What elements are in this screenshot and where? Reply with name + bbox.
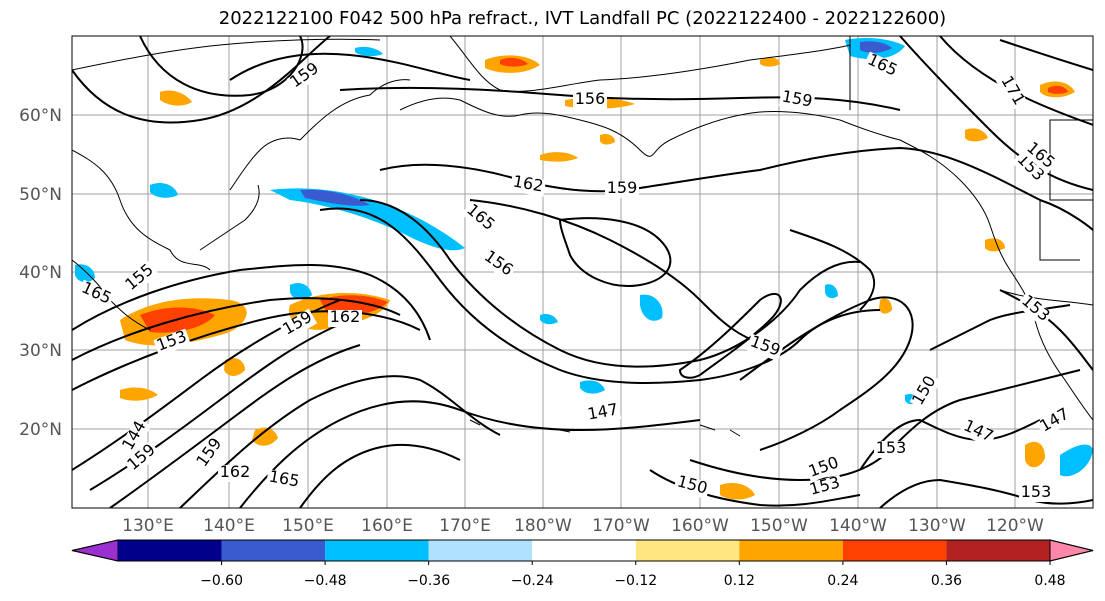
- map-title: 2022122100 F042 500 hPa refract., IVT La…: [218, 8, 947, 29]
- contour-label-bg: [1016, 291, 1054, 327]
- colorbar-outline: [71, 539, 1094, 562]
- contour-label-bg: [123, 440, 161, 476]
- colorbar-tick-label: 0.48: [1034, 573, 1065, 589]
- contour-label: 156: [575, 89, 606, 108]
- colorbar-tick-label: −0.60: [200, 573, 243, 589]
- contour-label-bg: [193, 434, 228, 473]
- contour-label-bg: [805, 454, 844, 483]
- latitude-label: 30°N: [19, 341, 62, 361]
- colorbar-tick-label: −0.24: [511, 573, 554, 589]
- contour-label-bg: [584, 402, 622, 425]
- latitude-label: 40°N: [19, 263, 62, 283]
- colorbar-extension-high: [1049, 539, 1094, 562]
- longitude-label: 130°E: [122, 516, 174, 536]
- longitude-label: 170°E: [439, 516, 491, 536]
- colorbar-segment: [118, 540, 222, 561]
- colorbar-tick-label: −0.12: [614, 573, 657, 589]
- colorbar-segment: [635, 540, 740, 561]
- contour-label: 162: [330, 307, 361, 326]
- longitude-label: 150°E: [282, 516, 334, 536]
- negative-anomaly-patches: [75, 38, 1093, 477]
- colorbar-segment: [842, 540, 947, 561]
- longitude-label: 140°E: [203, 516, 255, 536]
- contour-label-bg: [478, 247, 517, 282]
- colorbar-tick-label: −0.36: [407, 573, 450, 589]
- longitude-label: 140°W: [829, 516, 887, 536]
- contour-label-bg: [909, 372, 942, 411]
- contour-label-bg: [605, 181, 639, 198]
- contour-label-bg: [286, 59, 325, 94]
- contour-label-bg: [1019, 485, 1053, 502]
- latitude-label: 50°N: [19, 185, 62, 205]
- colorbar-segment: [428, 540, 533, 561]
- longitude-label: 180°W: [514, 516, 572, 536]
- latitude-labels: 60°N 50°N 40°N 30°N 20°N: [19, 106, 62, 440]
- contour-label-bg: [778, 89, 816, 112]
- colorbar-tick-label: 0.36: [931, 573, 962, 589]
- contour-label-bg: [1011, 150, 1048, 187]
- colorbar-extension-low: [71, 539, 119, 562]
- contour-label-bg: [119, 417, 152, 456]
- colorbar-segment: [532, 540, 636, 561]
- longitude-label: 160°E: [361, 516, 413, 536]
- latitude-label: 20°N: [19, 420, 62, 440]
- colorbar-tick-label: 0.24: [827, 573, 858, 589]
- contour-label: 162: [220, 462, 251, 481]
- contour-label: 153: [876, 438, 907, 457]
- colorbar-segment: [325, 540, 429, 561]
- longitude-label: 120°W: [986, 516, 1044, 536]
- contour-label-bg: [218, 465, 252, 482]
- contour-label-bg: [995, 72, 1028, 111]
- longitude-label: 160°W: [671, 516, 729, 536]
- contour-label-bg: [265, 469, 303, 492]
- contour-label: 159: [607, 178, 638, 197]
- contour-label: 153: [1021, 482, 1052, 501]
- coastlines: [72, 36, 1093, 437]
- contour-label-bg: [745, 333, 784, 362]
- longitude-label: 150°W: [750, 516, 808, 536]
- contour-label-bg: [573, 92, 607, 109]
- colorbar-segment: [946, 540, 1050, 561]
- contour-label-bg: [279, 308, 318, 341]
- contour-label-bg: [76, 279, 115, 310]
- contour-label-bg: [461, 200, 499, 236]
- contour-label-bg: [958, 417, 997, 448]
- contour-label-bg: [1021, 138, 1059, 174]
- contour-label-bg: [153, 328, 192, 357]
- map-frame: [71, 35, 1094, 509]
- contour-label-bg: [1036, 405, 1075, 438]
- contour-label-bg: [874, 441, 908, 458]
- colorbar-segment: [221, 540, 326, 561]
- colorbar-tick-label: −0.48: [304, 573, 347, 589]
- contour-label-bg: [673, 473, 711, 500]
- longitude-label: 170°W: [592, 516, 650, 536]
- colorbar-segment: [739, 540, 843, 561]
- colorbar-tick-label: 0.12: [724, 573, 755, 589]
- contour-label-bg: [509, 174, 547, 197]
- contour-label-bg: [328, 310, 362, 327]
- contour-label-bg: [862, 51, 901, 82]
- colorbar: −0.60 −0.48 −0.36 −0.24 −0.12 0.12 0.24 0.36 0.4…: [71, 539, 1094, 589]
- latitude-label: 60°N: [19, 106, 62, 126]
- longitude-labels: 130°E 140°E 150°E 160°E 170°E 180°W 170°W 160°W…: [122, 516, 1044, 536]
- longitude-label: 130°W: [908, 516, 966, 536]
- contour-label-bg: [806, 474, 844, 501]
- contour-label-bg: [121, 260, 159, 296]
